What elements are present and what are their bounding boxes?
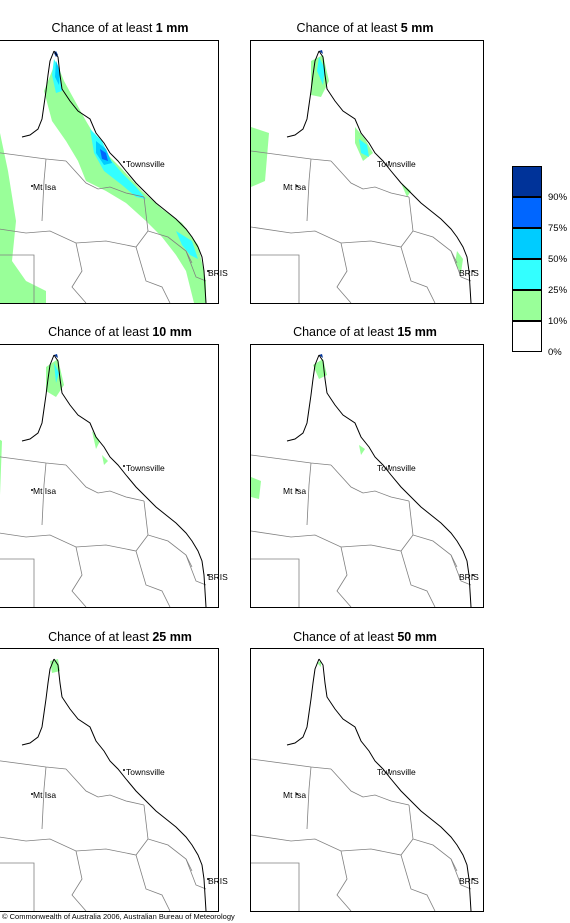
city-label-townsville: Townsville [126, 463, 165, 473]
panel-title-1mm: Chance of at least 1 mm [51, 21, 189, 35]
legend-swatch-75-90 [512, 197, 542, 228]
legend-tick-label: 50% [548, 254, 568, 265]
city-label-brisbane: BRIS [459, 268, 479, 278]
legend-tick-label: 0% [548, 347, 562, 358]
city-label-townsville: Townsville [126, 767, 165, 777]
legend-swatch-50-75 [512, 228, 542, 259]
legend-swatch-25-50 [512, 259, 542, 290]
panel-title-5mm: Chance of at least 5 mm [296, 21, 434, 35]
city-label-brisbane: BRIS [459, 876, 479, 886]
panel-title-10mm: Chance of at least 10 mm [48, 325, 192, 339]
panel-title-25mm: Chance of at least 25 mm [48, 630, 192, 644]
city-label-brisbane: BRIS [208, 572, 228, 582]
map-panel-1mm [0, 40, 219, 304]
city-label-brisbane: BRIS [459, 572, 479, 582]
panel-title-15mm: Chance of at least 15 mm [293, 325, 437, 339]
city-label-townsville: Townsville [377, 463, 416, 473]
panel-title-50mm: Chance of at least 50 mm [293, 630, 437, 644]
city-label-mt-isa: Mt Isa [33, 486, 57, 496]
city-label-mt-isa: Mt Isa [283, 790, 307, 800]
legend-tick-label: 10% [548, 316, 568, 327]
legend-swatch-0-10 [512, 321, 542, 352]
city-label-mt-isa: Mt Isa [33, 790, 57, 800]
map-panel-5mm [250, 40, 484, 304]
city-label-mt-isa: Mt Isa [33, 182, 57, 192]
city-label-mt-isa: Mt Isa [283, 486, 307, 496]
map-panel-25mm [0, 648, 219, 912]
map-panel-15mm [250, 344, 484, 608]
map-panel-50mm [250, 648, 484, 912]
map-panel-10mm [0, 344, 219, 608]
city-label-mt-isa: Mt Isa [283, 182, 307, 192]
legend-tick-label: 25% [548, 285, 568, 296]
city-label-brisbane: BRIS [208, 876, 228, 886]
city-label-townsville: Townsville [377, 159, 416, 169]
legend-tick-label: 75% [548, 223, 568, 234]
legend-swatch-90-100 [512, 166, 542, 197]
copyright-notice: © Commonwealth of Australia 2006, Austra… [2, 912, 235, 921]
city-label-townsville: Townsville [126, 159, 165, 169]
city-label-brisbane: BRIS [208, 268, 228, 278]
legend-tick-label: 90% [548, 192, 568, 203]
city-label-townsville: Townsville [377, 767, 416, 777]
legend-swatch-10-25 [512, 290, 542, 321]
